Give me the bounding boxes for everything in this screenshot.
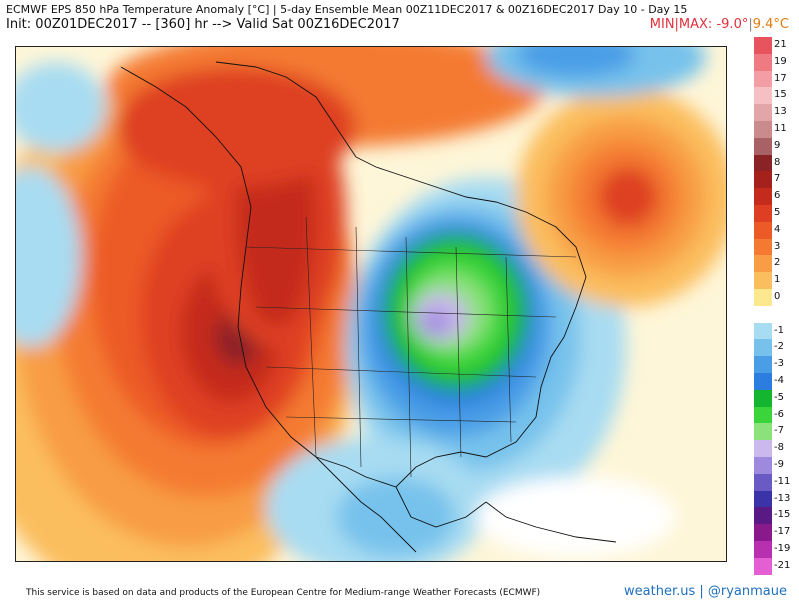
legend-label: 5 bbox=[774, 207, 781, 218]
legend-label: -17 bbox=[774, 526, 791, 538]
legend-label: -2 bbox=[774, 341, 784, 353]
legend-swatch bbox=[754, 188, 772, 205]
map-canvas bbox=[16, 47, 726, 561]
legend-swatch bbox=[754, 507, 772, 525]
legend-swatch bbox=[754, 457, 772, 474]
legend-swatch bbox=[754, 121, 772, 138]
legend-swatch bbox=[754, 289, 772, 306]
minmax-separator: | bbox=[748, 17, 753, 32]
legend-label: 15 bbox=[774, 89, 787, 101]
legend-swatch bbox=[754, 53, 772, 71]
legend-swatch bbox=[754, 221, 772, 239]
min-max-readout: MIN|MAX: -9.0°|9.4°C bbox=[650, 17, 789, 32]
data-attribution: This service is based on data and produc… bbox=[26, 588, 541, 598]
legend-swatch bbox=[754, 490, 772, 508]
legend-label: 3 bbox=[774, 240, 781, 252]
legend-label: 6 bbox=[774, 190, 781, 202]
legend-swatch bbox=[754, 272, 772, 289]
min-value: -9.0° bbox=[716, 17, 749, 32]
legend-swatch bbox=[754, 37, 772, 54]
legend-swatch bbox=[754, 70, 772, 88]
legend-label: -15 bbox=[774, 509, 791, 521]
legend-label: -11 bbox=[774, 475, 791, 487]
max-value: 9.4°C bbox=[752, 17, 789, 32]
legend-swatch bbox=[754, 137, 772, 155]
state-borders bbox=[245, 216, 577, 478]
legend-swatch bbox=[754, 524, 772, 541]
legend-label: 17 bbox=[774, 72, 787, 84]
legend-label: 1 bbox=[774, 274, 781, 286]
legend-label: 7 bbox=[774, 173, 781, 185]
legend-swatch bbox=[754, 356, 772, 373]
legend-label: 21 bbox=[774, 39, 787, 50]
legend-swatch bbox=[754, 406, 772, 424]
brand-credit[interactable]: weather.us | @ryanmaue bbox=[624, 584, 787, 599]
legend-swatch bbox=[754, 305, 772, 323]
legend-label: 19 bbox=[774, 55, 787, 67]
legend-swatch bbox=[754, 205, 772, 222]
anomaly-map[interactable] bbox=[15, 46, 727, 562]
legend-swatch bbox=[754, 322, 772, 340]
legend-swatch bbox=[754, 389, 772, 407]
init-valid-line: Init: 00Z01DEC2017 -- [360] hr --> Valid… bbox=[6, 17, 400, 32]
legend-label: 13 bbox=[774, 106, 787, 118]
legend-label: 4 bbox=[774, 223, 781, 235]
legend-label: -3 bbox=[774, 358, 784, 370]
legend-swatch bbox=[754, 473, 772, 491]
legend-label: -5 bbox=[774, 391, 784, 403]
legend-swatch bbox=[754, 104, 772, 121]
legend-label: -8 bbox=[774, 442, 784, 454]
legend-swatch bbox=[754, 154, 772, 172]
legend-swatch bbox=[754, 87, 772, 105]
legend-label: -1 bbox=[774, 324, 784, 336]
legend-swatch bbox=[754, 171, 772, 189]
legend-label: 0 bbox=[774, 291, 781, 302]
legend-label: -9 bbox=[774, 459, 784, 470]
legend-swatch bbox=[754, 557, 772, 575]
coastlines bbox=[120, 61, 617, 553]
legend-swatch bbox=[754, 541, 772, 558]
legend-label: -13 bbox=[774, 492, 791, 504]
legend-label: -4 bbox=[774, 375, 784, 386]
legend-swatch bbox=[754, 423, 772, 441]
legend-label: -21 bbox=[774, 559, 791, 571]
legend-label: 11 bbox=[774, 123, 787, 134]
anomaly-field bbox=[16, 47, 726, 561]
legend-label: 8 bbox=[774, 156, 781, 168]
legend-label: -6 bbox=[774, 408, 784, 420]
legend-label: -19 bbox=[774, 543, 791, 554]
map-title: ECMWF EPS 850 hPa Temperature Anomaly [°… bbox=[6, 3, 688, 16]
legend-swatch bbox=[754, 373, 772, 390]
legend-label: 9 bbox=[774, 139, 781, 151]
legend-swatch bbox=[754, 255, 772, 273]
minmax-label: MIN|MAX: bbox=[649, 17, 713, 32]
legend-swatch bbox=[754, 238, 772, 256]
legend-swatch bbox=[754, 339, 772, 357]
legend-swatch bbox=[754, 440, 772, 457]
legend-label: -7 bbox=[774, 425, 784, 437]
legend-label: 2 bbox=[774, 257, 781, 269]
